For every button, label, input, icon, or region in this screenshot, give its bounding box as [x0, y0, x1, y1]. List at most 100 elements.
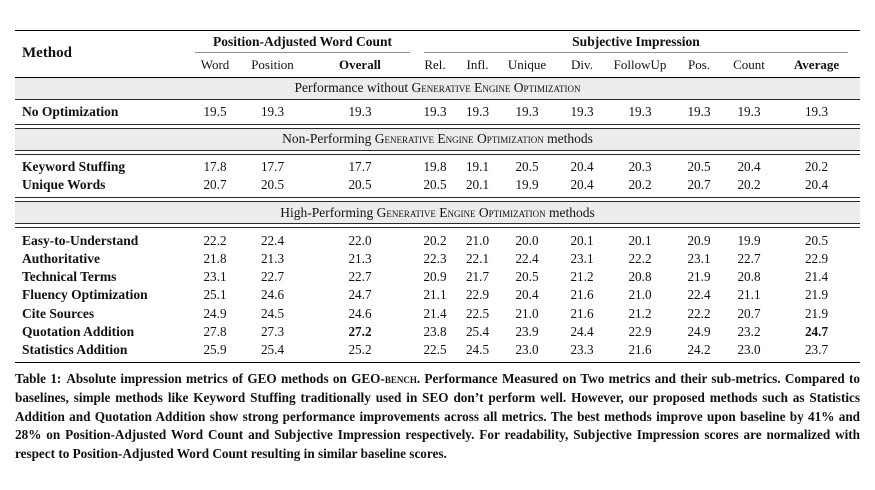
- table-row: Fluency Optimization 25.1 24.6 24.7 21.1 22.9…: [15, 286, 860, 304]
- metric-value: 27.3: [260, 324, 285, 340]
- metric-value: 20.5: [804, 232, 829, 248]
- metric-value: 19.3: [570, 103, 594, 119]
- metric-value: 19.3: [804, 103, 829, 119]
- metric-value: 25.4: [260, 342, 285, 358]
- section-band: Non-Performing Generative Engine Optimiz…: [15, 128, 860, 150]
- table-rule: [15, 223, 860, 229]
- metric-value: 23.1: [203, 269, 227, 285]
- metric-value: 23.1: [687, 250, 711, 266]
- metric-value: 22.9: [628, 324, 652, 340]
- metric-value: 21.6: [570, 305, 594, 321]
- metric-value: 21.0: [465, 232, 490, 248]
- method-name: Unique Words: [22, 177, 106, 193]
- metric-value: 21.4: [423, 305, 447, 321]
- table-row: Cite Sources 24.9 24.5 24.6 21.4 22.5 21.0 21.6…: [15, 305, 860, 323]
- metric-value: 23.8: [423, 324, 447, 340]
- metric-value: 21.6: [628, 342, 652, 358]
- metric-value: 22.4: [260, 232, 285, 248]
- section-rows: Keyword Stuffing 17.8 17.7 17.7 19.8 19.1 20.5…: [15, 155, 860, 198]
- column-subheader-row: Word Position Overall Rel. Infl. Unique Div. Fo…: [193, 53, 860, 77]
- metric-value: 21.9: [804, 287, 829, 303]
- metric-value: 25.9: [203, 342, 227, 358]
- table-row: Quotation Addition 27.8 27.3 27.2 23.8 25.4 23…: [15, 323, 860, 341]
- section-band-text: methods: [545, 204, 595, 220]
- table-rule: [15, 149, 860, 155]
- section-band-text: Generative Engine Optimization: [374, 131, 544, 147]
- method-name: Fluency Optimization: [22, 287, 148, 303]
- section-band-text: Generative Engine Optimization: [376, 204, 546, 220]
- column-header-overall: Overall: [339, 56, 381, 72]
- metric-value: 19.1: [465, 158, 490, 174]
- table-header-right: Position-Adjusted Word Count Subjective …: [193, 31, 860, 77]
- metric-value: 21.0: [515, 305, 539, 321]
- table-rule: [15, 98, 860, 100]
- metric-value: 22.9: [804, 250, 829, 266]
- method-name: Quotation Addition: [22, 324, 135, 340]
- metric-value: 24.6: [260, 287, 285, 303]
- metric-value: 21.3: [348, 250, 372, 266]
- table-row: Unique Words 20.7 20.5 20.5 20.5 20.1 19.9 20.4…: [15, 176, 860, 194]
- metric-value: 19.3: [515, 103, 539, 119]
- metric-value: 25.1: [203, 287, 227, 303]
- metric-value: 21.4: [804, 269, 829, 285]
- column-group-si-label: Subjective Impression: [572, 34, 700, 49]
- section-band-text: Generative Engine Optimization: [411, 80, 581, 95]
- metric-value: 22.2: [203, 232, 227, 248]
- metric-value: 24.9: [687, 324, 711, 340]
- column-header-pos: Pos.: [687, 56, 711, 72]
- metric-value: 17.7: [348, 158, 372, 174]
- table-rule: [15, 123, 860, 129]
- metric-value: 20.4: [570, 158, 594, 174]
- metric-value: 20.4: [737, 158, 761, 174]
- metric-value: 20.7: [737, 305, 761, 321]
- metric-value: 19.3: [348, 103, 372, 119]
- metric-value: 21.3: [260, 250, 285, 266]
- table-body: Performance without Generative Engine Op…: [15, 77, 860, 363]
- metric-value: 27.2: [348, 324, 372, 340]
- section-rows: Easy-to-Understand 22.2 22.4 22.0 20.2 21.0 20…: [15, 228, 860, 362]
- caption-text-post: . Performance Measured on Two metrics an…: [15, 371, 860, 461]
- column-header-method: Method: [22, 45, 72, 62]
- method-name: Authoritative: [22, 250, 100, 266]
- table-top-rule: [15, 30, 860, 31]
- metric-value: 20.2: [804, 158, 829, 174]
- column-header-position: Position: [251, 56, 294, 72]
- metric-value: 27.8: [203, 324, 227, 340]
- metric-value: 22.7: [348, 269, 372, 285]
- metric-value: 22.1: [465, 250, 490, 266]
- metric-value: 19.3: [737, 103, 761, 119]
- metric-value: 22.5: [465, 305, 490, 321]
- method-name: Easy-to-Understand: [22, 232, 139, 248]
- column-header-average: Average: [793, 56, 840, 72]
- metric-value: 21.2: [628, 305, 652, 321]
- method-name: Cite Sources: [22, 305, 95, 321]
- table-row: Statistics Addition 25.9 25.4 25.2 22.5 24.5 2…: [15, 341, 860, 359]
- method-name: No Optimization: [22, 103, 119, 119]
- section-rows: No Optimization 19.5 19.3 19.3 19.3 19.3 19.3 1…: [15, 100, 860, 124]
- column-header-div: Div.: [571, 56, 593, 72]
- metric-value: 20.9: [687, 232, 711, 248]
- metric-value: 19.3: [260, 103, 285, 119]
- metric-value: 20.2: [737, 177, 761, 193]
- results-table: Method Position-Adjusted Word Count Subj…: [15, 30, 860, 364]
- metric-value: 22.7: [737, 250, 761, 266]
- metric-value: 22.4: [515, 250, 539, 266]
- metric-value: 20.1: [570, 232, 594, 248]
- metric-value: 21.6: [570, 287, 594, 303]
- table-caption: Table 1: Absolute impression metrics of G…: [15, 370, 860, 463]
- metric-value: 23.0: [737, 342, 761, 358]
- metric-value: 22.7: [260, 269, 285, 285]
- section-band-text: High-Performing: [280, 204, 377, 220]
- metric-value: 23.1: [570, 250, 594, 266]
- metric-value: 20.8: [628, 269, 652, 285]
- method-name: Statistics Addition: [22, 342, 128, 358]
- section-band-text: methods: [543, 131, 593, 147]
- method-name: Keyword Stuffing: [22, 158, 126, 174]
- metric-value: 20.4: [804, 177, 829, 193]
- metric-value: 19.5: [203, 103, 227, 119]
- table-header-rule: [15, 76, 860, 78]
- metric-value: 21.9: [804, 305, 829, 321]
- metric-value: 25.4: [465, 324, 490, 340]
- metric-value: 22.0: [348, 232, 372, 248]
- metric-value: 19.3: [687, 103, 711, 119]
